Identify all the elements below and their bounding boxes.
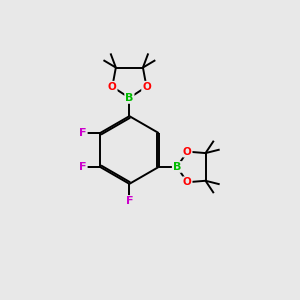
Text: F: F (79, 128, 87, 138)
Text: B: B (173, 162, 181, 172)
Text: F: F (79, 162, 87, 172)
Text: F: F (126, 196, 133, 206)
Text: O: O (142, 82, 151, 92)
Text: O: O (183, 147, 192, 157)
Text: O: O (108, 82, 117, 92)
Text: O: O (183, 177, 192, 187)
Text: B: B (125, 93, 134, 103)
